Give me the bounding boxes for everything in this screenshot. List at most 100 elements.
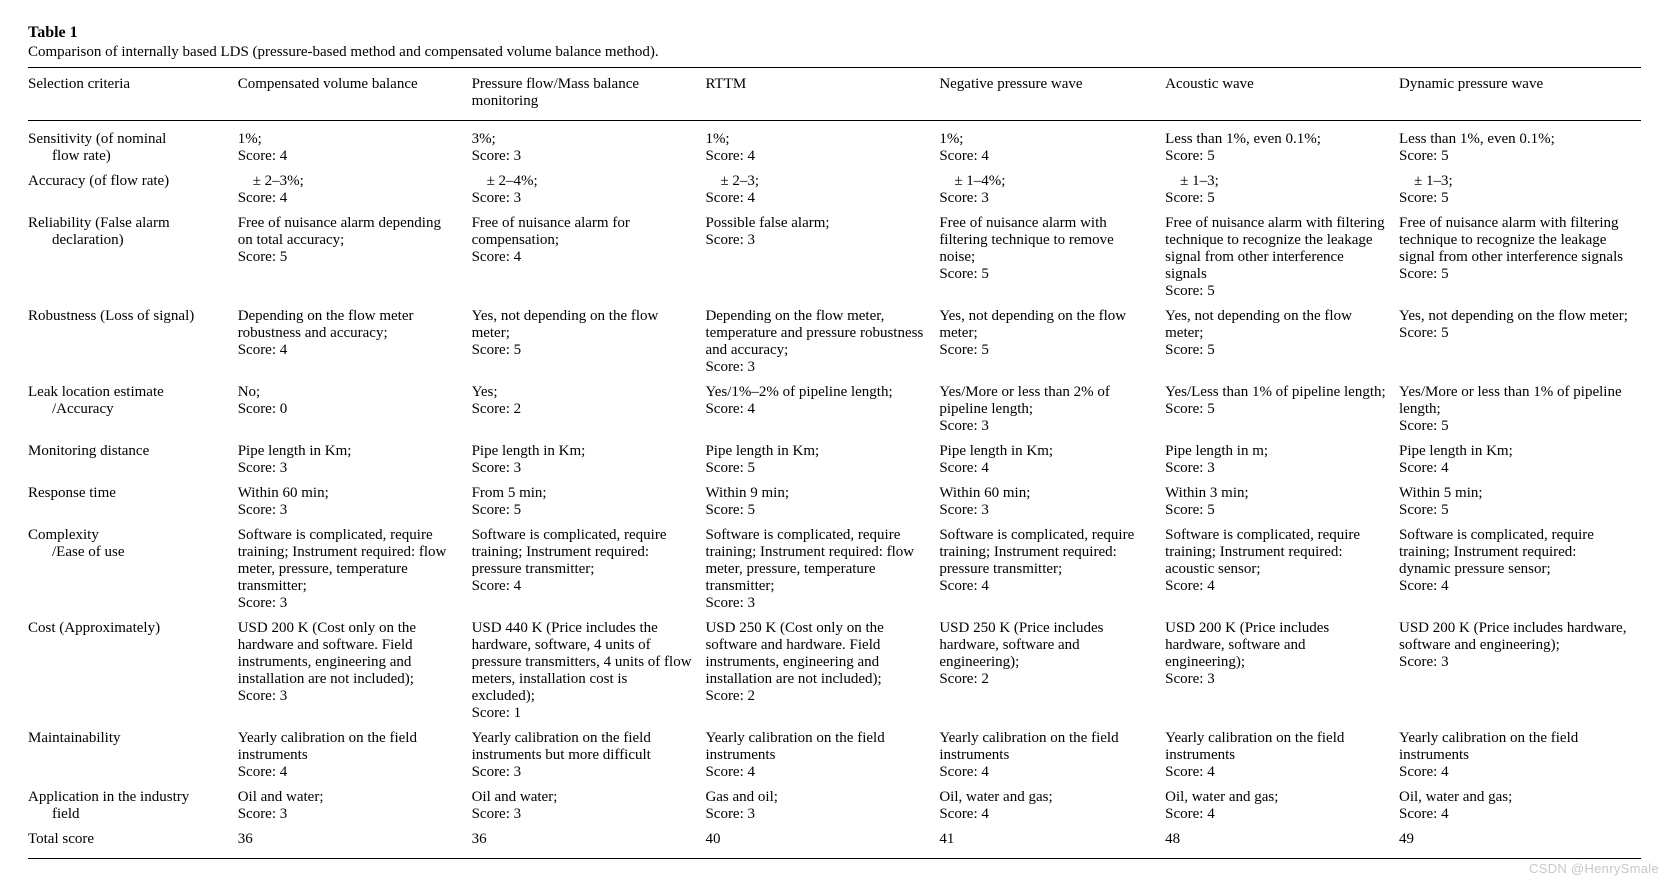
table-cell: Software is complicated, require trainin…: [1165, 523, 1399, 616]
criterion-cell: Leak location estimate/Accuracy: [28, 380, 238, 439]
table-cell: 1%;Score: 4: [705, 121, 939, 170]
table-row: Maintainability Yearly calibration on the…: [28, 726, 1641, 785]
table-cell: USD 250 K (Cost only on the software and…: [705, 616, 939, 726]
criterion-main: Reliability (False alarm: [28, 215, 226, 232]
table-cell: Pipe length in m;Score: 3: [1165, 439, 1399, 481]
criterion-main: Cost (Approximately): [28, 620, 226, 637]
table-cell: Pipe length in Km;Score: 5: [705, 439, 939, 481]
criterion-main: Monitoring distance: [28, 443, 226, 460]
table-cell: Oil and water;Score: 3: [238, 785, 472, 827]
table-cell: Pipe length in Km;Score: 3: [238, 439, 472, 481]
table-cell: USD 250 K (Price includes hardware, soft…: [939, 616, 1165, 726]
table-row: Sensitivity (of nominalflow rate)1%;Scor…: [28, 121, 1641, 170]
table-cell: Depending on the flow meter robustness a…: [238, 304, 472, 380]
table-cell: ± 1–3;Score: 5: [1165, 169, 1399, 211]
col-header: RTTM: [705, 68, 939, 121]
table-cell: Free of nuisance alarm with filtering te…: [1399, 211, 1641, 304]
criterion-cell: Accuracy (of flow rate): [28, 169, 238, 211]
table-cell: No;Score: 0: [238, 380, 472, 439]
table-cell: Within 5 min;Score: 5: [1399, 481, 1641, 523]
criterion-cell: Sensitivity (of nominalflow rate): [28, 121, 238, 170]
table-header-row: Selection criteria Compensated volume ba…: [28, 68, 1641, 121]
table-cell: Yearly calibration on the field instrume…: [238, 726, 472, 785]
table-cell: Within 3 min;Score: 5: [1165, 481, 1399, 523]
table-cell: Yearly calibration on the field instrume…: [1165, 726, 1399, 785]
criterion-main: Complexity: [28, 527, 226, 544]
criterion-cell: Monitoring distance: [28, 439, 238, 481]
table-cell: USD 200 K (Price includes hardware, soft…: [1165, 616, 1399, 726]
table-cell: Yes/1%–2% of pipeline length;Score: 4: [705, 380, 939, 439]
table-cell: 40: [705, 827, 939, 859]
table-cell: 1%;Score: 4: [238, 121, 472, 170]
criterion-main: Accuracy (of flow rate): [28, 173, 226, 190]
criterion-cell: Cost (Approximately): [28, 616, 238, 726]
table-cell: Pipe length in Km;Score: 4: [939, 439, 1165, 481]
table-cell: Free of nuisance alarm for compensation;…: [472, 211, 706, 304]
table-row: Robustness (Loss of signal) Depending on …: [28, 304, 1641, 380]
table-cell: 41: [939, 827, 1165, 859]
comparison-table: Selection criteria Compensated volume ba…: [28, 67, 1641, 859]
criterion-main: Response time: [28, 485, 226, 502]
table-cell: Within 60 min;Score: 3: [238, 481, 472, 523]
table-cell: ± 2–3%;Score: 4: [238, 169, 472, 211]
criterion-main: Application in the industry: [28, 789, 226, 806]
table-row: Accuracy (of flow rate) ± 2–3%;Score: 4 …: [28, 169, 1641, 211]
table-cell: Yes/More or less than 2% of pipeline len…: [939, 380, 1165, 439]
table-cell: Depending on the flow meter, temperature…: [705, 304, 939, 380]
criterion-sub: /Ease of use: [28, 544, 226, 561]
criterion-cell: Reliability (False alarmdeclaration): [28, 211, 238, 304]
table-cell: From 5 min;Score: 5: [472, 481, 706, 523]
table-cell: Oil, water and gas;Score: 4: [1165, 785, 1399, 827]
table-cell: 48: [1165, 827, 1399, 859]
table-cell: USD 440 K (Price includes the hardware, …: [472, 616, 706, 726]
table-cell: Software is complicated, require trainin…: [238, 523, 472, 616]
table-cell: 1%;Score: 4: [939, 121, 1165, 170]
table-row: Reliability (False alarmdeclaration)Free…: [28, 211, 1641, 304]
table-cell: Free of nuisance alarm with filtering te…: [1165, 211, 1399, 304]
table-cell: Yearly calibration on the field instrume…: [939, 726, 1165, 785]
table-cell: Within 9 min;Score: 5: [705, 481, 939, 523]
table-row: Total score363640414849: [28, 827, 1641, 859]
table-cell: Yes/More or less than 1% of pipeline len…: [1399, 380, 1641, 439]
table-cell: ± 2–4%;Score: 3: [472, 169, 706, 211]
criterion-cell: Total score: [28, 827, 238, 859]
col-header: Acoustic wave: [1165, 68, 1399, 121]
table-cell: Software is complicated, require trainin…: [1399, 523, 1641, 616]
table-cell: Software is complicated, require trainin…: [472, 523, 706, 616]
table-cell: 36: [238, 827, 472, 859]
table-cell: Free of nuisance alarm depending on tota…: [238, 211, 472, 304]
criterion-main: Robustness (Loss of signal): [28, 308, 226, 325]
table-row: Complexity/Ease of use Software is compli…: [28, 523, 1641, 616]
table-cell: Software is complicated, require trainin…: [705, 523, 939, 616]
table-cell: Pipe length in Km;Score: 3: [472, 439, 706, 481]
watermark: CSDN @HenrySmale: [1529, 861, 1659, 876]
table-cell: Yearly calibration on the field instrume…: [472, 726, 706, 785]
table-row: Application in the industryfield Oil and …: [28, 785, 1641, 827]
table-cell: 3%;Score: 3: [472, 121, 706, 170]
table-cell: Gas and oil;Score: 3: [705, 785, 939, 827]
table-cell: 36: [472, 827, 706, 859]
table-cell: Yes/Less than 1% of pipeline length;Scor…: [1165, 380, 1399, 439]
table-cell: ± 1–3;Score: 5: [1399, 169, 1641, 211]
criterion-main: Leak location estimate: [28, 384, 226, 401]
table-cell: Yearly calibration on the field instrume…: [705, 726, 939, 785]
table-row: Monitoring distance Pipe length in Km;Sco…: [28, 439, 1641, 481]
table-cell: Oil, water and gas;Score: 4: [939, 785, 1165, 827]
criterion-main: Maintainability: [28, 730, 226, 747]
table-cell: USD 200 K (Cost only on the hardware and…: [238, 616, 472, 726]
table-cell: Less than 1%, even 0.1%;Score: 5: [1165, 121, 1399, 170]
table-cell: Pipe length in Km;Score: 4: [1399, 439, 1641, 481]
table-cell: Within 60 min;Score: 3: [939, 481, 1165, 523]
col-header: Selection criteria: [28, 68, 238, 121]
table-cell: Software is complicated, require trainin…: [939, 523, 1165, 616]
criterion-sub: field: [28, 806, 226, 823]
col-header: Dynamic pressure wave: [1399, 68, 1641, 121]
table-cell: Yes, not depending on the flow meter;Sco…: [472, 304, 706, 380]
table-cell: Yearly calibration on the field instrume…: [1399, 726, 1641, 785]
table-cell: Oil and water;Score: 3: [472, 785, 706, 827]
criterion-main: Total score: [28, 831, 226, 848]
criterion-cell: Maintainability: [28, 726, 238, 785]
table-cell: Free of nuisance alarm with filtering te…: [939, 211, 1165, 304]
table-row: Leak location estimate/AccuracyNo;Score:…: [28, 380, 1641, 439]
criterion-cell: Robustness (Loss of signal): [28, 304, 238, 380]
